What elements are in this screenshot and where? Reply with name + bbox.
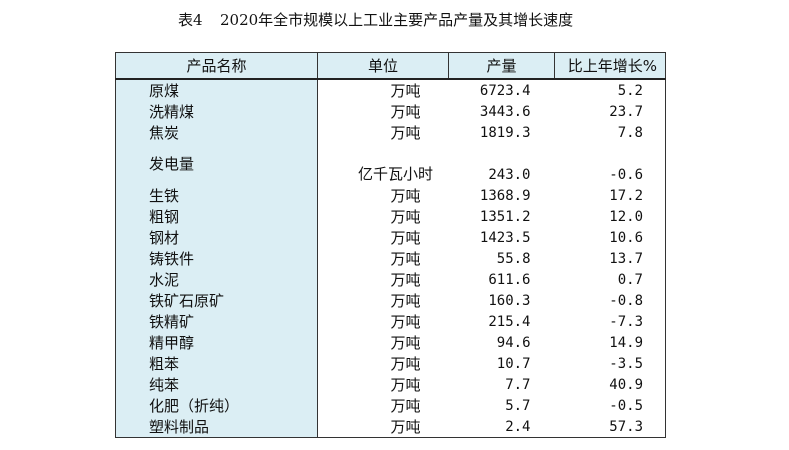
product-name: 精甲醇: [115, 332, 318, 353]
growth-cell: 10.6: [554, 227, 666, 248]
product-name: 水泥: [115, 269, 318, 290]
table-number: 表4: [178, 11, 203, 29]
unit-cell: 万吨: [390, 334, 421, 352]
output-cell: 243.0: [488, 167, 531, 183]
output-cell: 10.7: [496, 356, 531, 372]
product-name: 铁矿石原矿: [115, 290, 318, 311]
table-row: 水泥 万吨 611.6 0.7: [115, 269, 666, 290]
table-row: 精甲醇 万吨 94.6 14.9: [115, 332, 666, 353]
output-cell: 611.6: [488, 272, 531, 288]
table-row: 生铁 万吨 1368.9 17.2: [115, 185, 666, 206]
output-cell: 3443.6: [479, 104, 531, 120]
growth-cell: 5.2: [554, 79, 666, 101]
product-name: 铁精矿: [115, 311, 318, 332]
output-cell: 94.6: [496, 335, 531, 351]
output-cell: 6723.4: [479, 83, 531, 99]
unit-cell: 万吨: [390, 103, 421, 121]
production-table: 产品名称 单位 产量 比上年增长% 原煤 万吨 6723.4 5.2 洗精煤 万…: [115, 52, 666, 438]
growth-cell: 0.7: [554, 269, 666, 290]
output-cell: 1819.3: [479, 125, 531, 141]
product-name: 铸铁件: [115, 248, 318, 269]
header-growth: 比上年增长%: [554, 52, 666, 80]
table-row: 焦炭 万吨 1819.3 7.8: [115, 122, 666, 143]
table-row: 铸铁件 万吨 55.8 13.7: [115, 248, 666, 269]
growth-cell: 14.9: [554, 332, 666, 353]
output-cell: 5.7: [505, 398, 531, 414]
unit-cell: 万吨: [390, 124, 421, 142]
output-cell: 1368.9: [479, 188, 531, 204]
product-name: 生铁: [115, 185, 318, 206]
table-row: 纯苯 万吨 7.7 40.9: [115, 374, 666, 395]
product-name: 焦炭: [115, 122, 318, 143]
table-row: 钢材 万吨 1423.5 10.6: [115, 227, 666, 248]
table-title: 表4 2020年全市规模以上工业主要产品产量及其增长速度: [150, 8, 670, 32]
output-cell: 1423.5: [479, 230, 531, 246]
growth-cell: 23.7: [554, 101, 666, 122]
growth-cell: -0.5: [554, 395, 666, 416]
output-cell: 55.8: [496, 251, 531, 267]
unit-cell: 万吨: [390, 250, 421, 268]
unit-cell: 亿千瓦小时: [358, 165, 434, 183]
table-row: 粗钢 万吨 1351.2 12.0: [115, 206, 666, 227]
growth-cell: -0.6: [554, 143, 666, 185]
unit-cell: 万吨: [317, 416, 449, 438]
unit-cell: 万吨: [390, 229, 421, 247]
unit-cell: 万吨: [390, 187, 421, 205]
growth-cell: -3.5: [554, 353, 666, 374]
output-cell: 2.4: [448, 416, 555, 438]
product-name: 塑料制品: [115, 416, 318, 438]
table-row: 原煤 万吨 6723.4 5.2: [115, 79, 666, 101]
growth-cell: 12.0: [554, 206, 666, 227]
growth-cell: -0.8: [554, 290, 666, 311]
table-row: 铁精矿 万吨 215.4 -7.3: [115, 311, 666, 332]
growth-cell: 40.9: [554, 374, 666, 395]
table-row: 化肥（折纯） 万吨 5.7 -0.5: [115, 395, 666, 416]
unit-cell: 万吨: [390, 313, 421, 331]
table-row: 粗苯 万吨 10.7 -3.5: [115, 353, 666, 374]
unit-cell: 万吨: [390, 292, 421, 310]
product-name: 化肥（折纯）: [115, 395, 318, 416]
unit-cell: 万吨: [390, 397, 421, 415]
output-cell: 160.3: [488, 293, 531, 309]
product-name: 粗钢: [115, 206, 318, 227]
table-row: 发电量 亿千瓦小时 243.0 -0.6: [115, 143, 666, 185]
header-row: 产品名称 单位 产量 比上年增长%: [115, 52, 666, 80]
table-row: 铁矿石原矿 万吨 160.3 -0.8: [115, 290, 666, 311]
product-name: 粗苯: [115, 353, 318, 374]
table-body: 原煤 万吨 6723.4 5.2 洗精煤 万吨 3443.6 23.7 焦炭 万…: [115, 79, 666, 438]
growth-cell: 13.7: [554, 248, 666, 269]
unit-cell: 万吨: [390, 355, 421, 373]
product-name: 发电量: [115, 143, 318, 185]
unit-cell: 万吨: [390, 376, 421, 394]
header-product-name: 产品名称: [115, 52, 318, 80]
table-caption: 2020年全市规模以上工业主要产品产量及其增长速度: [220, 11, 574, 29]
growth-cell: 17.2: [554, 185, 666, 206]
unit-cell: 万吨: [390, 208, 421, 226]
unit-cell: 万吨: [390, 82, 421, 100]
output-cell: 215.4: [488, 314, 531, 330]
product-name: 纯苯: [115, 374, 318, 395]
unit-cell: 万吨: [390, 271, 421, 289]
header-unit: 单位: [317, 52, 449, 80]
table-header: 产品名称 单位 产量 比上年增长%: [115, 52, 666, 80]
growth-cell: 57.3: [554, 416, 666, 438]
header-output: 产量: [448, 52, 555, 80]
product-name: 原煤: [115, 79, 318, 101]
output-cell: 7.7: [505, 377, 531, 393]
growth-cell: 7.8: [554, 122, 666, 143]
product-name: 洗精煤: [115, 101, 318, 122]
table-row: 塑料制品 万吨 2.4 57.3: [115, 416, 666, 438]
product-name: 钢材: [115, 227, 318, 248]
output-cell: 1351.2: [479, 209, 531, 225]
growth-cell: -7.3: [554, 311, 666, 332]
table-row: 洗精煤 万吨 3443.6 23.7: [115, 101, 666, 122]
